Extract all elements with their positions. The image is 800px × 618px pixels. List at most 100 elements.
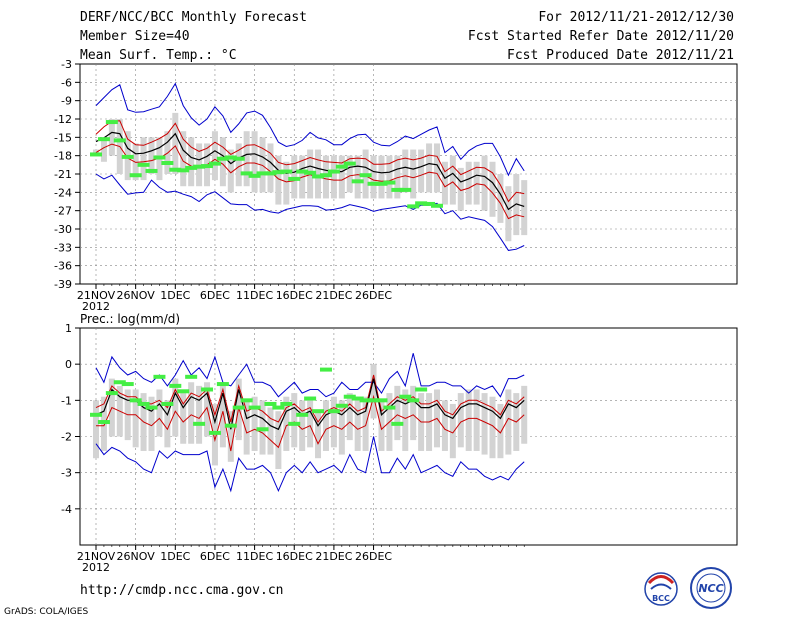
ensemble-box	[299, 400, 306, 451]
observed-marker	[185, 374, 198, 379]
y-tick-label: -15	[54, 131, 72, 144]
ensemble-box	[211, 131, 218, 181]
ensemble-box	[330, 396, 337, 448]
observed-marker	[375, 181, 388, 186]
y-tick-label: -3	[61, 58, 72, 71]
observed-marker	[97, 420, 110, 425]
observed-marker	[264, 401, 277, 406]
y-tick-label: -6	[61, 76, 72, 89]
ensemble-box	[275, 411, 282, 470]
x-year-label: 2012	[82, 561, 110, 574]
observed-marker	[153, 374, 166, 379]
ensemble-box	[243, 400, 250, 455]
ensemble-box	[489, 161, 496, 217]
ensemble-box	[465, 161, 472, 205]
ensemble-box	[481, 155, 488, 211]
observed-marker	[113, 138, 126, 143]
ensemble-box	[457, 393, 464, 448]
observed-marker	[193, 421, 206, 426]
series-min-line	[95, 173, 525, 251]
ensemble-box	[235, 143, 242, 187]
ensemble-box	[370, 155, 377, 199]
y-tick-label: -3	[61, 467, 72, 480]
x-tick-label: 11DEC	[236, 289, 273, 302]
y-tick-label: -12	[54, 113, 72, 126]
observed-marker	[407, 398, 420, 403]
ensemble-box	[441, 161, 448, 205]
observed-marker	[391, 421, 404, 426]
svg-text:NCC: NCC	[698, 582, 723, 595]
ensemble-box	[108, 119, 115, 156]
observed-marker	[240, 398, 253, 403]
ensemble-box	[521, 180, 528, 236]
observed-marker	[430, 203, 443, 208]
ensemble-box	[394, 385, 401, 441]
observed-marker	[153, 155, 166, 160]
observed-marker	[272, 170, 285, 175]
ensemble-box	[338, 155, 345, 199]
ensemble-box	[172, 112, 179, 174]
y-tick-label: -30	[54, 223, 72, 236]
ensemble-box	[497, 403, 504, 459]
observed-marker	[296, 412, 309, 417]
ensemble-box	[346, 155, 353, 193]
observed-marker	[391, 187, 404, 192]
ensemble-box	[449, 155, 456, 205]
observed-marker	[137, 401, 150, 406]
observed-marker	[304, 396, 317, 401]
observed-marker	[145, 405, 158, 410]
ensemble-box	[251, 396, 258, 451]
ensemble-box	[457, 167, 464, 211]
observed-marker	[224, 155, 237, 160]
ensemble-box	[505, 389, 512, 455]
ensemble-box	[449, 403, 456, 459]
observed-marker	[375, 398, 388, 403]
observed-marker	[335, 164, 348, 169]
ensemble-box	[338, 400, 345, 455]
series-max-line	[95, 353, 525, 398]
observed-marker	[399, 187, 412, 192]
observed-marker	[129, 398, 142, 403]
observed-marker	[240, 171, 253, 176]
observed-marker	[367, 181, 380, 186]
observed-marker	[280, 401, 293, 406]
observed-marker	[359, 398, 372, 403]
observed-marker	[280, 169, 293, 174]
observed-marker	[97, 137, 110, 142]
ensemble-box	[441, 400, 448, 451]
observed-marker	[121, 154, 134, 159]
footer-url[interactable]: http://cmdp.ncc.cma.gov.cn	[80, 583, 284, 598]
ensemble-box	[315, 149, 322, 199]
ensemble-box	[180, 131, 187, 187]
ensemble-box	[267, 407, 274, 455]
observed-marker	[248, 405, 261, 410]
x-tick-label: 1DEC	[160, 289, 190, 302]
observed-marker	[423, 201, 436, 206]
ensemble-box	[93, 400, 99, 459]
y-tick-label: -21	[54, 168, 72, 181]
observed-marker	[208, 430, 221, 435]
observed-marker	[208, 161, 221, 166]
ensemble-box	[132, 143, 139, 181]
series-median-line	[95, 378, 525, 431]
series-q75-line	[95, 374, 525, 423]
observed-marker	[264, 171, 277, 176]
variable-label: Mean Surf. Temp.: °C	[80, 48, 237, 63]
ensemble-box	[219, 385, 226, 448]
ensemble-box	[140, 137, 147, 181]
ensemble-box	[219, 137, 226, 187]
observed-marker	[121, 382, 134, 387]
ensemble-box	[291, 393, 298, 448]
ensemble-box	[330, 155, 337, 199]
ensemble-box	[521, 385, 528, 444]
ensemble-box	[227, 411, 234, 462]
ensemble-box	[378, 155, 385, 199]
observed-marker	[105, 391, 118, 396]
temperature-panel: -3 -6 -9 -12 -15 -18 -21 -24 -27 -30 -33 -36 -39 21NO…	[54, 58, 738, 313]
observed-marker	[343, 394, 356, 399]
observed-marker	[105, 120, 118, 125]
ensemble-box	[315, 411, 322, 459]
ncc-logo: NCC	[690, 567, 732, 609]
x-tick-label: 1DEC	[160, 550, 190, 563]
ensemble-box	[227, 149, 234, 193]
